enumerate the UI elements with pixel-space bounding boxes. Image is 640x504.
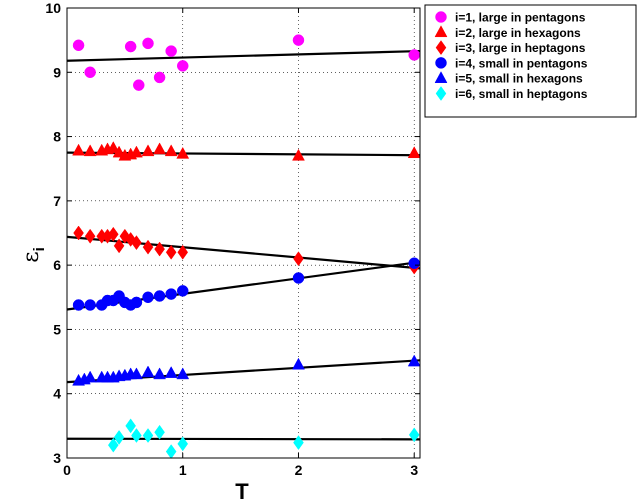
data-point-series-1	[73, 40, 84, 51]
data-point-series-4	[154, 291, 165, 302]
data-point-series-1	[409, 49, 420, 60]
y-tick-label: 5	[53, 321, 61, 337]
data-point-series-4	[143, 292, 154, 303]
legend-entry-label: i=5, small in hexagons	[455, 72, 583, 86]
data-point-series-4	[73, 300, 84, 311]
legend-entry-label: i=3, large in heptagons	[455, 41, 586, 55]
x-tick-label: 0	[63, 462, 71, 478]
x-tick-label: 2	[295, 462, 303, 478]
y-tick-label: 3	[53, 450, 61, 466]
data-point-series-1	[125, 41, 136, 52]
data-point-series-1	[143, 38, 154, 49]
data-point-series-1	[177, 60, 188, 71]
y-axis-label-sub: i	[31, 247, 48, 251]
y-tick-label: 10	[45, 0, 61, 16]
x-tick-label: 1	[179, 462, 187, 478]
data-point-series-4	[85, 300, 96, 311]
legend-entry-label: i=1, large in pentagons	[455, 11, 586, 25]
x-axis-label: T	[235, 479, 249, 504]
data-point-series-1	[293, 35, 304, 46]
y-axis-label-main: ε	[19, 251, 44, 262]
y-tick-label: 9	[53, 64, 61, 80]
data-point-series-1	[133, 80, 144, 91]
x-tick-label: 3	[410, 462, 418, 478]
legend-entry-label: i=4, small in pentagons	[455, 56, 588, 70]
legend-marker	[436, 12, 447, 23]
legend-marker	[436, 57, 447, 68]
legend-entry-label: i=2, large in hexagons	[455, 26, 581, 40]
data-point-series-1	[154, 72, 165, 83]
y-tick-label: 8	[53, 129, 61, 145]
y-tick-label: 4	[53, 386, 61, 402]
data-point-series-4	[166, 289, 177, 300]
y-tick-label: 6	[53, 257, 61, 273]
data-point-series-1	[85, 67, 96, 78]
data-point-series-4	[177, 285, 188, 296]
y-tick-label: 7	[53, 193, 61, 209]
data-point-series-4	[131, 297, 142, 308]
data-point-series-1	[166, 46, 177, 57]
data-point-series-4	[293, 273, 304, 284]
data-point-series-4	[409, 258, 420, 269]
legend-entry-label: i=6, small in heptagons	[455, 87, 588, 101]
